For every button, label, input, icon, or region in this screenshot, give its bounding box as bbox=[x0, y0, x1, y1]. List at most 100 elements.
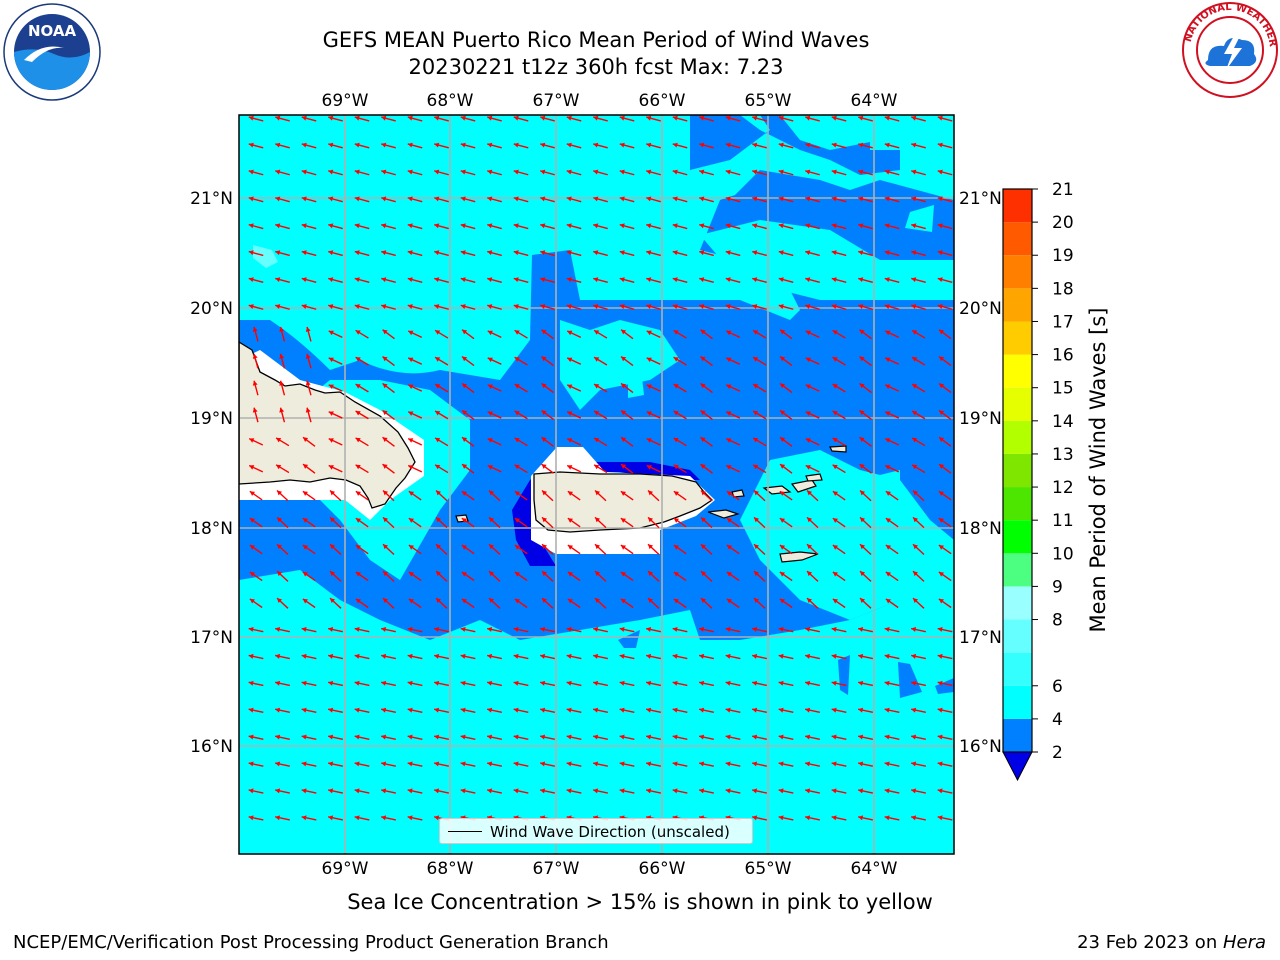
wind-wave-arrow bbox=[408, 517, 422, 528]
legend-label: Wind Wave Direction (unscaled) bbox=[490, 823, 730, 841]
wind-wave-arrow bbox=[434, 734, 449, 740]
wind-wave-arrow bbox=[594, 570, 607, 582]
wind-wave-arrow bbox=[646, 680, 661, 687]
lon-tick-label: 65°W bbox=[745, 859, 792, 879]
wind-wave-arrow bbox=[779, 463, 793, 474]
wind-wave-arrow bbox=[937, 223, 953, 230]
wind-wave-arrow bbox=[884, 761, 900, 767]
wind-wave-arrow bbox=[513, 115, 529, 122]
lon-tick-label: 69°W bbox=[322, 859, 369, 879]
wind-wave-arrow bbox=[354, 734, 370, 740]
wind-wave-arrow bbox=[302, 544, 316, 555]
wind-wave-arrow bbox=[434, 383, 449, 393]
wind-wave-arrow bbox=[594, 597, 607, 609]
wind-wave-arrow bbox=[700, 543, 713, 556]
wind-wave-arrow bbox=[725, 761, 741, 767]
wind-wave-arrow bbox=[619, 761, 635, 767]
wind-wave-arrow bbox=[487, 330, 502, 339]
wind-wave-arrow bbox=[329, 543, 342, 556]
wind-wave-arrow bbox=[328, 357, 343, 365]
wind-wave-arrow bbox=[275, 277, 290, 284]
colorbar-segment bbox=[1003, 619, 1032, 653]
lon-tick-label: 64°W bbox=[851, 91, 898, 111]
wind-wave-arrow bbox=[514, 490, 528, 501]
wind-wave-arrow bbox=[252, 353, 259, 369]
wind-wave-arrow bbox=[672, 250, 688, 257]
wind-wave-arrow bbox=[381, 680, 396, 687]
wind-wave-arrow bbox=[832, 598, 846, 609]
wind-wave-arrow bbox=[831, 115, 847, 122]
wind-wave-arrow bbox=[301, 223, 317, 230]
cyan-patch-north bbox=[560, 320, 680, 410]
wind-wave-arrow bbox=[328, 142, 343, 149]
wind-wave-arrow bbox=[513, 196, 529, 203]
wind-wave-arrow bbox=[912, 570, 925, 582]
wind-wave-arrow bbox=[699, 788, 714, 794]
lon-tick-label: 68°W bbox=[427, 91, 474, 111]
wind-wave-arrow bbox=[566, 277, 582, 284]
wind-wave-arrow bbox=[859, 489, 872, 502]
wind-wave-arrow bbox=[567, 571, 581, 582]
wind-wave-arrow bbox=[301, 815, 317, 821]
wind-wave-arrow bbox=[752, 653, 767, 660]
wind-wave-arrow bbox=[646, 437, 661, 446]
wind-wave-arrow bbox=[725, 196, 741, 203]
wind-wave-arrow bbox=[938, 436, 952, 447]
wind-wave-arrow bbox=[885, 571, 899, 582]
wind-wave-arrow bbox=[937, 761, 953, 767]
wind-wave-arrow bbox=[513, 761, 529, 767]
wind-wave-arrow bbox=[382, 382, 395, 394]
wind-wave-arrow bbox=[275, 627, 290, 633]
wind-wave-arrow bbox=[514, 410, 528, 420]
wind-wave-arrow bbox=[248, 437, 264, 446]
island-st-john bbox=[790, 479, 817, 493]
wind-wave-arrow bbox=[487, 169, 502, 176]
wind-wave-arrow bbox=[752, 788, 767, 794]
wind-wave-arrow bbox=[567, 544, 581, 555]
wind-wave-arrow bbox=[779, 571, 793, 582]
wind-wave-arrow bbox=[329, 570, 342, 582]
wind-wave-arrow bbox=[885, 544, 899, 555]
wind-wave-arrow bbox=[487, 357, 502, 365]
wind-wave-arrow bbox=[248, 223, 264, 230]
blue-spot-1 bbox=[898, 662, 922, 698]
wind-wave-arrow bbox=[752, 223, 767, 230]
wind-wave-arrow bbox=[779, 356, 793, 367]
wind-wave-arrow bbox=[381, 788, 396, 794]
wind-wave-arrow bbox=[593, 169, 608, 176]
wind-wave-arrow bbox=[305, 353, 312, 369]
wind-wave-arrow bbox=[488, 570, 501, 582]
wind-wave-arrow bbox=[460, 304, 476, 310]
wind-wave-arrow bbox=[354, 169, 370, 176]
wind-wave-arrow bbox=[302, 571, 316, 582]
wind-wave-arrow bbox=[407, 411, 423, 419]
wind-wave-arrow bbox=[832, 571, 846, 582]
wind-wave-arrow bbox=[487, 707, 502, 714]
wind-wave-arrow bbox=[566, 115, 582, 122]
colorbar-segment bbox=[1003, 288, 1032, 322]
colorbar-tick-label: 2 bbox=[1052, 743, 1063, 763]
wind-wave-arrow bbox=[937, 196, 953, 203]
colorbar-tick-label: 13 bbox=[1052, 445, 1074, 465]
wind-wave-arrow bbox=[593, 142, 608, 149]
wind-wave-arrow bbox=[408, 544, 422, 555]
wind-wave-arrow bbox=[700, 570, 713, 582]
wind-wave-arrow bbox=[726, 571, 740, 582]
wind-wave-arrow bbox=[275, 115, 290, 122]
wind-wave-arrow bbox=[355, 437, 369, 447]
wind-wave-arrow bbox=[858, 815, 873, 821]
wind-wave-arrow bbox=[407, 761, 423, 767]
wind-wave-arrow bbox=[355, 517, 369, 528]
wind-wave-arrow bbox=[911, 277, 926, 284]
wind-wave-arrow bbox=[407, 223, 423, 230]
lon-tick-label: 67°W bbox=[533, 859, 580, 879]
colorbar-segment bbox=[1003, 255, 1032, 289]
wind-wave-arrow bbox=[805, 734, 820, 740]
wind-wave-arrow bbox=[249, 571, 263, 582]
wind-wave-arrow bbox=[858, 277, 873, 284]
wind-wave-arrow bbox=[619, 223, 635, 230]
wind-wave-arrow bbox=[672, 761, 688, 767]
wind-wave-arrow bbox=[646, 788, 661, 794]
wind-wave-arrow bbox=[381, 815, 396, 821]
wind-wave-arrow bbox=[275, 196, 290, 203]
